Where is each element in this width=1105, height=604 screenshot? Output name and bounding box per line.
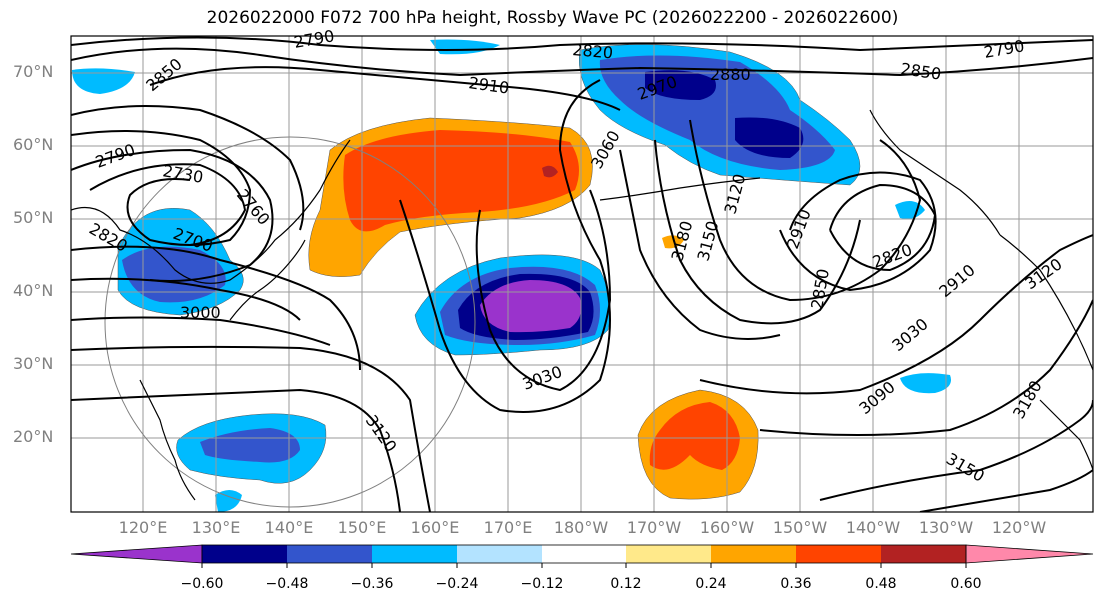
- anomaly-bottom-negative: [215, 490, 242, 512]
- contour-label: 2820: [572, 40, 614, 62]
- anomaly-small-negative: [900, 373, 951, 394]
- coastlines: [71, 109, 1093, 501]
- lat-label: 50°N: [13, 208, 54, 227]
- contour-label: 2880: [710, 65, 751, 84]
- colorbar: [70, 544, 1094, 568]
- anomaly-north-core: [645, 70, 804, 158]
- anomaly-central-pacific-core: [480, 280, 582, 333]
- lat-label: 60°N: [13, 135, 54, 154]
- chart-title: 2026022000 F072 700 hPa height, Rossby W…: [206, 8, 899, 28]
- colorbar-tick-label: 0.36: [780, 576, 812, 592]
- colorbar-tick-label: 0.60: [950, 576, 982, 592]
- lon-label: 140°W: [845, 518, 901, 537]
- colorbar-tick-label: −0.36: [350, 576, 394, 592]
- lon-label: 160°W: [699, 518, 755, 537]
- colorbar-swatch: [542, 545, 626, 563]
- lon-label: 150°E: [337, 518, 387, 537]
- colorbar-tick-label: −0.60: [180, 576, 224, 592]
- colorbar-swatch: [287, 545, 372, 563]
- height-contours: [71, 36, 1093, 512]
- lon-label: 130°W: [918, 518, 974, 537]
- colorbar-swatch: [796, 545, 881, 563]
- lon-label: 170°E: [483, 518, 533, 537]
- map-frame: [70, 35, 1094, 513]
- lat-label: 70°N: [13, 62, 54, 81]
- anomaly-west-pacific-core: [122, 246, 226, 303]
- colorbar-swatch: [626, 545, 711, 563]
- lat-label: 20°N: [13, 427, 54, 446]
- graticule: [71, 36, 1093, 512]
- anomaly-positive-small: [662, 235, 684, 249]
- contour-label: 3000: [180, 303, 221, 322]
- lon-label: 180°W: [553, 518, 609, 537]
- lon-label: 160°E: [410, 518, 460, 537]
- lon-label: 140°E: [264, 518, 314, 537]
- lon-label: 120°E: [118, 518, 168, 537]
- colorbar-tick-label: 0.48: [865, 576, 897, 592]
- colorbar-swatch: [372, 545, 457, 563]
- colorbar-tick-label: 0.24: [695, 576, 727, 592]
- lon-label: 150°W: [772, 518, 828, 537]
- colorbar-swatch: [202, 545, 287, 563]
- lat-label: 30°N: [13, 354, 54, 373]
- lat-label: 40°N: [13, 281, 54, 300]
- colorbar-extend-high: [965, 544, 1094, 564]
- colorbar-extend-low: [70, 544, 203, 564]
- colorbar-swatch: [457, 545, 542, 563]
- anomaly-south-mid: [200, 428, 300, 463]
- anomaly-positive-south-mid: [649, 402, 740, 470]
- colorbar-swatch: [881, 545, 966, 563]
- colorbar-tick-label: −0.48: [265, 576, 309, 592]
- shading-layer: [72, 39, 951, 512]
- lon-label: 130°E: [191, 518, 241, 537]
- colorbar-swatch: [711, 545, 796, 563]
- lon-label: 170°W: [626, 518, 682, 537]
- anomaly-positive-core: [542, 165, 558, 178]
- colorbar-tick-label: −0.12: [520, 576, 564, 592]
- lon-label: 120°W: [991, 518, 1047, 537]
- anomaly-tiny-negative: [72, 68, 135, 94]
- colorbar-tick-label: −0.24: [435, 576, 479, 592]
- colorbar-tick-label: 0.12: [610, 576, 642, 592]
